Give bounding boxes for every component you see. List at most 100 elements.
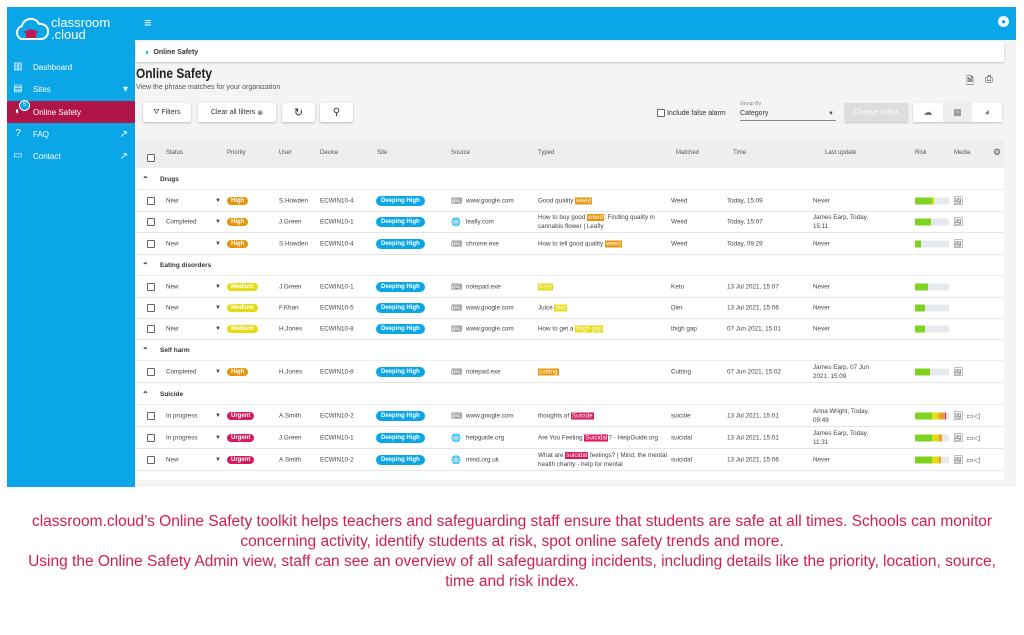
- cloud-view-icon[interactable]: ☁: [923, 107, 933, 117]
- sidebar-item-dashboard[interactable]: ▥ Dashboard: [7, 56, 135, 78]
- site-badge: Deeping High: [376, 239, 425, 249]
- row-checkbox[interactable]: [147, 304, 155, 312]
- status-dropdown-icon[interactable]: ▼: [215, 219, 221, 225]
- filters-button[interactable]: ⛛ Filters: [143, 103, 191, 122]
- select-all-checkbox[interactable]: [147, 154, 155, 162]
- settings-gear-icon[interactable]: ⚙: [993, 147, 1002, 157]
- video-icon[interactable]: ▭◁: [966, 455, 980, 465]
- row-checkbox[interactable]: [147, 456, 155, 464]
- group-header[interactable]: ⌃ Self harm: [136, 340, 1004, 361]
- column-header-user[interactable]: User: [279, 150, 292, 156]
- group-header[interactable]: ⌃ Suicide: [136, 384, 1004, 405]
- row-checkbox[interactable]: [147, 283, 155, 291]
- sidebar-item-faq[interactable]: ? FAQ ↗: [7, 123, 135, 145]
- table-row[interactable]: New ▼ Medium F.Khan ECWIN10-5 Deeping High ⌨ ww…: [136, 298, 1004, 319]
- status-dropdown-icon[interactable]: ▼: [215, 305, 221, 311]
- group-header[interactable]: ⌃ Drugs: [136, 169, 1004, 190]
- image-icon[interactable]: 🖼: [953, 367, 964, 377]
- chevron-up-icon[interactable]: ⌃: [142, 389, 149, 399]
- search-button[interactable]: ⚲: [320, 103, 353, 122]
- device-value: ECWIN10-8: [320, 368, 354, 376]
- clear-filters-button[interactable]: Clear all filters ⊗: [198, 103, 276, 122]
- row-checkbox[interactable]: [147, 218, 155, 226]
- device-value: ECWIN10-5: [320, 304, 354, 312]
- risk-bar-fill: [932, 434, 939, 442]
- column-header-risk[interactable]: Risk: [915, 150, 927, 156]
- status-dropdown-icon[interactable]: ▼: [215, 284, 221, 290]
- status-dropdown-icon[interactable]: ▼: [215, 369, 221, 375]
- image-icon[interactable]: 🖼: [953, 455, 964, 465]
- row-checkbox[interactable]: [147, 368, 155, 376]
- column-header-priority[interactable]: Priority: [227, 150, 246, 156]
- table-row[interactable]: New ▼ Medium J.Green ECWIN10-1 Deeping High ⌨ n…: [136, 277, 1004, 298]
- group-header[interactable]: ⌃ Eating disorders: [136, 255, 1004, 276]
- table-row[interactable]: In progress ▼ Urgent A.Smith ECWIN10-2 Deepin…: [136, 406, 1004, 427]
- table-row[interactable]: New ▼ Urgent A.Smith ECWIN10-2 Deeping High 🌐 m…: [136, 450, 1004, 471]
- chevron-up-icon[interactable]: ⌃: [142, 260, 149, 270]
- table-row[interactable]: In progress ▼ Urgent J.Green ECWIN10-1 Deepin…: [136, 428, 1004, 449]
- table-row[interactable]: Completed ▼ High H.Jones ECWIN10-8 Deeping Hi…: [136, 362, 1004, 383]
- column-header-typed[interactable]: Typed: [538, 150, 555, 156]
- print-icon[interactable]: ⎙: [985, 74, 993, 85]
- include-false-alarm-checkbox[interactable]: Include false alarm: [657, 109, 726, 117]
- risk-bar-fill: [915, 218, 932, 226]
- change-status-button[interactable]: Change status: [845, 103, 908, 122]
- row-checkbox[interactable]: [147, 325, 155, 333]
- sidebar-item-online-safety[interactable]: ◐ Online Safety: [7, 101, 135, 123]
- search-icon: ⚲: [332, 107, 341, 118]
- column-header-source[interactable]: Source: [451, 150, 471, 156]
- hamburger-menu-icon[interactable]: ≡: [144, 15, 152, 30]
- status-dropdown-icon[interactable]: ▼: [215, 326, 221, 332]
- user-account-icon[interactable]: ●: [998, 16, 1009, 27]
- risk-bar-fill: [932, 197, 934, 205]
- status-dropdown-icon[interactable]: ▼: [215, 241, 221, 247]
- image-icon[interactable]: 🖼: [953, 217, 964, 227]
- pie-chart-view-icon[interactable]: ◕: [984, 107, 990, 117]
- video-icon[interactable]: ▭◁: [966, 411, 980, 421]
- keyboard-icon: ⌨: [451, 324, 463, 334]
- image-icon[interactable]: 🖼: [953, 196, 964, 206]
- table-row[interactable]: New ▼ High S.Howden ECWIN10-4 Deeping High ⌨ ww…: [136, 191, 1004, 212]
- image-icon[interactable]: 🖼: [953, 411, 964, 421]
- status-value: New: [166, 456, 179, 464]
- row-checkbox[interactable]: [147, 240, 155, 248]
- breadcrumb-item[interactable]: Online Safety: [153, 48, 199, 56]
- column-header-time[interactable]: Time: [733, 150, 747, 156]
- export-excel-icon[interactable]: 🗎: [966, 76, 975, 87]
- table-row[interactable]: New ▼ High S.Howden ECWIN10-4 Deeping High ⌨ ch…: [136, 234, 1004, 255]
- table-row[interactable]: Completed ▼ High J.Green ECWIN10-1 Deeping Hi…: [136, 212, 1004, 233]
- column-header-matched[interactable]: Matched: [676, 150, 700, 156]
- column-header-status[interactable]: Status: [166, 150, 184, 156]
- checkbox[interactable]: [657, 109, 665, 117]
- priority-badge: High: [227, 218, 249, 226]
- status-dropdown-icon[interactable]: ▼: [215, 457, 221, 463]
- media-icons: 🖼 ▭◁: [953, 412, 980, 421]
- priority-badge: High: [227, 197, 249, 205]
- sidebar-item-contact[interactable]: ▭ Contact ↗: [7, 145, 135, 167]
- status-dropdown-icon[interactable]: ▼: [215, 435, 221, 441]
- row-checkbox[interactable]: [147, 197, 155, 205]
- table-view-icon[interactable]: ▦: [942, 103, 973, 122]
- matched-highlight: suicidal: [565, 452, 589, 459]
- logo[interactable]: classroom .cloud: [13, 15, 133, 49]
- chevron-up-icon[interactable]: ⌃: [142, 174, 149, 184]
- column-header-site[interactable]: Site: [377, 150, 388, 156]
- image-icon[interactable]: 🖼: [953, 433, 964, 443]
- column-header-device[interactable]: Device: [320, 150, 339, 156]
- status-dropdown-icon[interactable]: ▼: [215, 413, 221, 419]
- row-checkbox[interactable]: [147, 412, 155, 420]
- external-link-icon: ↗: [119, 150, 128, 162]
- column-header-media[interactable]: Media: [954, 150, 971, 156]
- last-update-value: Anna Wright, Today, 09:49: [813, 408, 870, 424]
- image-icon[interactable]: 🖼: [953, 239, 964, 249]
- video-icon[interactable]: ▭◁: [966, 433, 980, 443]
- table-row[interactable]: New ▼ Medium H.Jones ECWIN10-8 Deeping High ⌨ w…: [136, 319, 1004, 340]
- chevron-up-icon[interactable]: ⌃: [142, 345, 149, 355]
- status-dropdown-icon[interactable]: ▼: [215, 198, 221, 204]
- refresh-button[interactable]: ↻: [282, 103, 315, 122]
- status-value: In progress: [166, 412, 198, 420]
- column-header-last-update[interactable]: Last update: [825, 150, 857, 156]
- group-by-select[interactable]: Group By Category ▼: [740, 101, 836, 121]
- sidebar-item-sites[interactable]: ▤ Sites ▾: [7, 78, 135, 100]
- row-checkbox[interactable]: [147, 434, 155, 442]
